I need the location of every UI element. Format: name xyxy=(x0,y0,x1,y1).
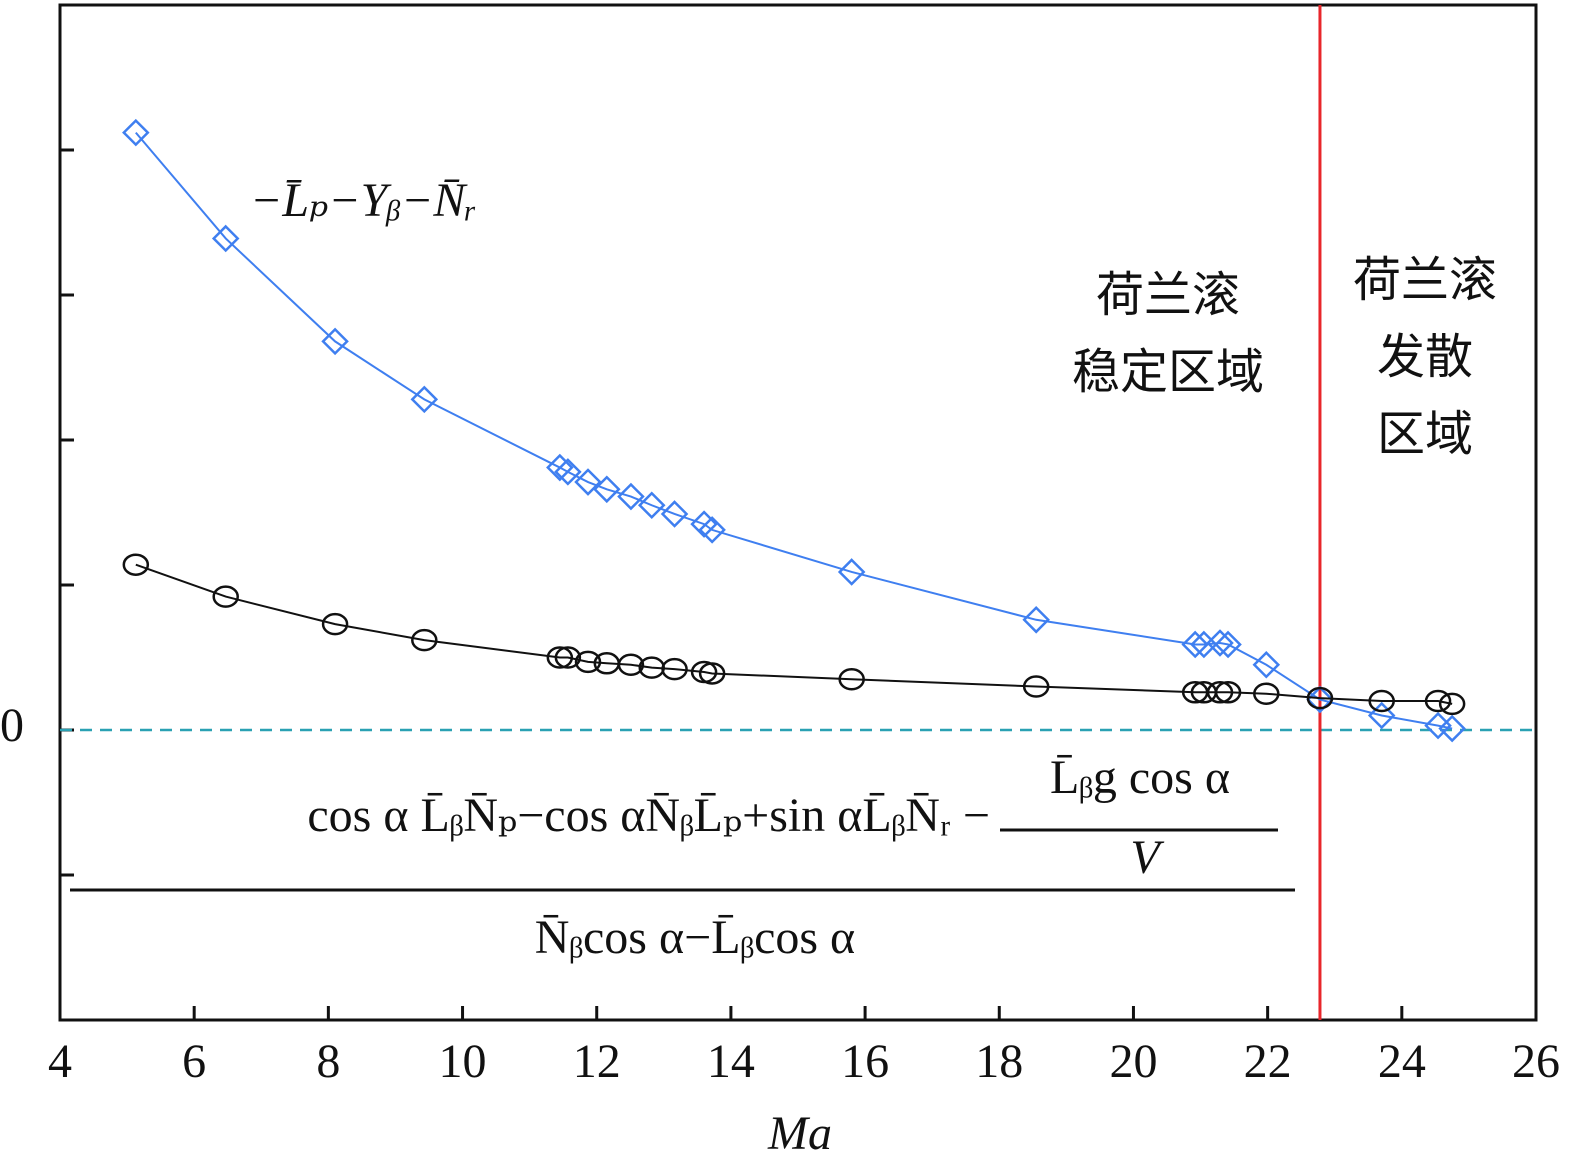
x-tick-label: 4 xyxy=(48,1035,72,1088)
formula-denominator: N̄ᵦcos α−L̄ᵦcos α xyxy=(535,911,855,964)
x-tick-label: 6 xyxy=(182,1035,206,1088)
x-tick-label: 8 xyxy=(316,1035,340,1088)
y-tick-label: 0 xyxy=(0,699,24,752)
series-line xyxy=(135,131,1453,730)
circle-marker xyxy=(1214,681,1242,704)
circle-marker xyxy=(554,646,582,669)
diamond-marker xyxy=(554,458,582,486)
region-label: 荷兰滚 xyxy=(1353,254,1497,307)
circle-marker xyxy=(411,628,438,652)
circle-marker xyxy=(698,662,726,685)
circle-marker xyxy=(838,668,865,691)
circle-marker xyxy=(1022,675,1050,698)
series-label: −L̄ₚ−Yᵦ−N̄ᵣ xyxy=(250,174,477,227)
diamond-marker xyxy=(698,516,726,544)
diamond-marker xyxy=(593,475,621,504)
circle-marker xyxy=(1368,689,1395,713)
circle-marker xyxy=(1306,686,1334,710)
x-tick-label: 24 xyxy=(1378,1035,1426,1088)
circle-marker xyxy=(574,650,602,674)
region-label: 区域 xyxy=(1377,408,1473,461)
diamond-marker xyxy=(1181,630,1209,659)
x-axis-label: Ma xyxy=(767,1107,832,1160)
diamond-marker xyxy=(837,558,866,586)
diamond-marker xyxy=(690,510,718,538)
x-tick-label: 20 xyxy=(1109,1035,1157,1088)
diamond-marker xyxy=(637,491,666,520)
diamond-marker xyxy=(321,327,349,356)
diamond-marker xyxy=(617,482,645,511)
plot-frame xyxy=(58,3,1538,1022)
circle-marker xyxy=(1438,692,1466,716)
x-tick-label: 22 xyxy=(1244,1035,1292,1088)
circle-marker xyxy=(321,612,349,636)
circle-marker xyxy=(1253,682,1280,705)
circle-marker xyxy=(661,657,688,681)
diamond-marker xyxy=(1252,650,1281,679)
circle-marker xyxy=(212,585,239,608)
x-tick-label: 10 xyxy=(439,1035,487,1088)
diamond-marker xyxy=(1306,685,1334,714)
diamond-marker xyxy=(1367,701,1396,730)
region-label: 发散 xyxy=(1377,331,1473,384)
x-tick-label: 16 xyxy=(841,1035,889,1088)
region-label: 稳定区域 xyxy=(1072,346,1264,399)
diamond-marker xyxy=(574,468,602,496)
circle-marker xyxy=(122,553,150,576)
region-label: 荷兰滚 xyxy=(1096,269,1240,322)
circle-marker xyxy=(1424,689,1452,713)
x-tick-label: 18 xyxy=(975,1035,1023,1088)
series-line xyxy=(135,563,1453,705)
diamond-marker xyxy=(1022,606,1050,634)
diamond-marker xyxy=(211,224,240,253)
diamond-marker xyxy=(660,500,689,528)
formula-numerator: cos α L̄ᵦN̄ₚ−cos αN̄ᵦL̄ₚ+sin αL̄ᵦN̄ᵣ − xyxy=(307,789,990,842)
diamond-marker xyxy=(1206,629,1234,657)
x-tick-label: 26 xyxy=(1512,1035,1560,1088)
diamond-marker xyxy=(1438,714,1466,743)
x-tick-label: 14 xyxy=(707,1035,755,1088)
diamond-marker xyxy=(1214,630,1242,659)
diamond-marker xyxy=(122,118,150,147)
diamond-marker xyxy=(546,453,574,482)
circle-marker xyxy=(546,646,574,669)
circle-marker xyxy=(617,653,645,676)
x-tick-label: 12 xyxy=(573,1035,621,1088)
formula-inner-denominator: V xyxy=(1130,831,1164,884)
circle-marker xyxy=(1206,681,1234,704)
formula-inner-numerator: L̄ᵦg cos α xyxy=(1050,751,1230,804)
diamond-marker xyxy=(410,385,439,414)
